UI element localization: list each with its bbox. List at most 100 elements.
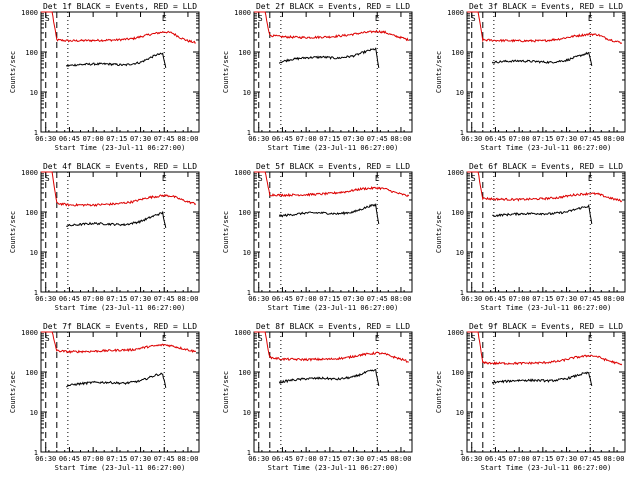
- y-tick-label: 1000: [234, 169, 251, 177]
- events-series-line: [278, 203, 380, 225]
- x-tick-label: 08:00: [177, 455, 198, 463]
- x-tick-label: 07:30: [343, 455, 364, 463]
- y-tick-label: 100: [25, 369, 38, 377]
- x-tick-label: 07:15: [319, 135, 340, 143]
- y-tick-label: 100: [451, 209, 464, 217]
- x-tick-label: 07:30: [130, 455, 151, 463]
- lld-series-line: [41, 11, 196, 44]
- x-tick-label: 07:15: [532, 295, 553, 303]
- x-tick-label: 07:00: [83, 295, 104, 303]
- x-tick-label: 06:45: [59, 295, 80, 303]
- end-marker: E: [588, 174, 593, 183]
- x-tick-label: 06:30: [461, 295, 482, 303]
- x-tick-label: 07:00: [83, 455, 104, 463]
- end-marker: E: [162, 14, 167, 23]
- panel-det-7: Det 7f BLACK = Events, RED = LLD 1 10 100 10…: [9, 322, 200, 472]
- events-series-line: [492, 204, 593, 225]
- panel-det-6: Det 6f BLACK = Events, RED = LLD 1 10 100 10…: [435, 162, 626, 312]
- x-tick-label: 07:00: [296, 295, 317, 303]
- x-tick-label: 07:15: [106, 135, 127, 143]
- end-marker: E: [375, 14, 380, 23]
- x-tick-label: 08:00: [390, 295, 411, 303]
- x-tick-label: 07:45: [580, 135, 601, 143]
- y-axis-label: Counts/sec: [9, 51, 17, 93]
- x-tick-label: 08:00: [603, 295, 624, 303]
- events-series-line: [491, 51, 593, 66]
- y-tick-label: 1: [34, 129, 38, 137]
- panel-title: Det 7f BLACK = Events, RED = LLD: [43, 322, 197, 331]
- panel-title: Det 2f BLACK = Events, RED = LLD: [256, 2, 410, 11]
- y-tick-label: 1000: [234, 9, 251, 17]
- x-axis-label: Start Time (23-Jul-11 06:27:00): [55, 304, 186, 312]
- panel-title: Det 8f BLACK = Events, RED = LLD: [256, 322, 410, 331]
- x-tick-label: 08:00: [177, 295, 198, 303]
- end-marker: E: [588, 14, 593, 23]
- y-tick-label: 10: [243, 409, 251, 417]
- x-tick-label: 07:15: [106, 295, 127, 303]
- plot-frame: [253, 11, 413, 133]
- x-tick-label: 07:00: [509, 295, 530, 303]
- x-tick-label: 06:45: [59, 455, 80, 463]
- x-tick-label: 07:00: [509, 455, 530, 463]
- x-tick-label: 08:00: [603, 135, 624, 143]
- x-tick-label: 06:45: [485, 295, 506, 303]
- y-tick-label: 100: [451, 49, 464, 57]
- x-tick-label: 08:00: [390, 135, 411, 143]
- x-axis-label: Start Time (23-Jul-11 06:27:00): [55, 464, 186, 472]
- y-tick-label: 1000: [21, 9, 38, 17]
- y-axis-label: Counts/sec: [222, 211, 230, 253]
- lld-series-line: [467, 171, 623, 203]
- panel-title: Det 1f BLACK = Events, RED = LLD: [43, 2, 197, 11]
- x-tick-label: 07:45: [367, 135, 388, 143]
- y-tick-label: 1: [247, 289, 251, 297]
- y-tick-label: 1: [34, 449, 38, 457]
- y-axis-label: Counts/sec: [9, 211, 17, 253]
- start-marker: S: [471, 334, 476, 343]
- x-tick-label: 07:45: [580, 455, 601, 463]
- plot-frame: [466, 171, 626, 293]
- x-tick-label: 08:00: [177, 135, 198, 143]
- lld-series-line: [467, 331, 623, 366]
- y-tick-label: 100: [451, 369, 464, 377]
- events-series-line: [65, 52, 167, 69]
- x-axis-label: Start Time (23-Jul-11 06:27:00): [481, 464, 612, 472]
- x-tick-label: 07:30: [343, 295, 364, 303]
- x-axis-label: Start Time (23-Jul-11 06:27:00): [481, 304, 612, 312]
- x-tick-label: 07:00: [296, 455, 317, 463]
- lld-series-line: [41, 331, 197, 354]
- y-tick-label: 100: [25, 209, 38, 217]
- y-tick-label: 100: [238, 369, 251, 377]
- y-axis-label: Counts/sec: [435, 371, 443, 413]
- start-marker: S: [45, 334, 50, 343]
- plot-frame: [466, 331, 626, 453]
- y-axis-label: Counts/sec: [9, 371, 17, 413]
- panel-det-8: Det 8f BLACK = Events, RED = LLD 1 10 100 10…: [222, 322, 413, 472]
- plot-frame: [40, 171, 200, 293]
- x-tick-label: 07:15: [532, 455, 553, 463]
- x-tick-label: 07:00: [296, 135, 317, 143]
- y-tick-label: 10: [30, 89, 38, 97]
- y-tick-label: 10: [456, 249, 464, 257]
- y-tick-label: 1: [460, 449, 464, 457]
- start-marker: S: [258, 334, 263, 343]
- plot-frame: [466, 11, 626, 133]
- y-tick-label: 1000: [21, 329, 38, 337]
- panel-det-1: Det 1f BLACK = Events, RED = LLD 1 10 100 10…: [9, 2, 200, 152]
- y-tick-label: 10: [456, 89, 464, 97]
- x-tick-label: 06:30: [248, 135, 269, 143]
- y-tick-label: 10: [30, 409, 38, 417]
- x-tick-label: 06:45: [59, 135, 80, 143]
- start-marker: S: [45, 14, 50, 23]
- x-axis-label: Start Time (23-Jul-11 06:27:00): [268, 304, 399, 312]
- panel-title: Det 9f BLACK = Events, RED = LLD: [469, 322, 623, 331]
- y-tick-label: 1000: [447, 329, 464, 337]
- y-tick-label: 1: [247, 129, 251, 137]
- lld-series-line: [254, 331, 409, 363]
- x-axis-label: Start Time (23-Jul-11 06:27:00): [481, 144, 612, 152]
- start-marker: S: [471, 174, 476, 183]
- panel-title: Det 3f BLACK = Events, RED = LLD: [469, 2, 623, 11]
- y-tick-label: 1000: [447, 9, 464, 17]
- end-marker: E: [375, 334, 380, 343]
- x-axis-label: Start Time (23-Jul-11 06:27:00): [55, 144, 186, 152]
